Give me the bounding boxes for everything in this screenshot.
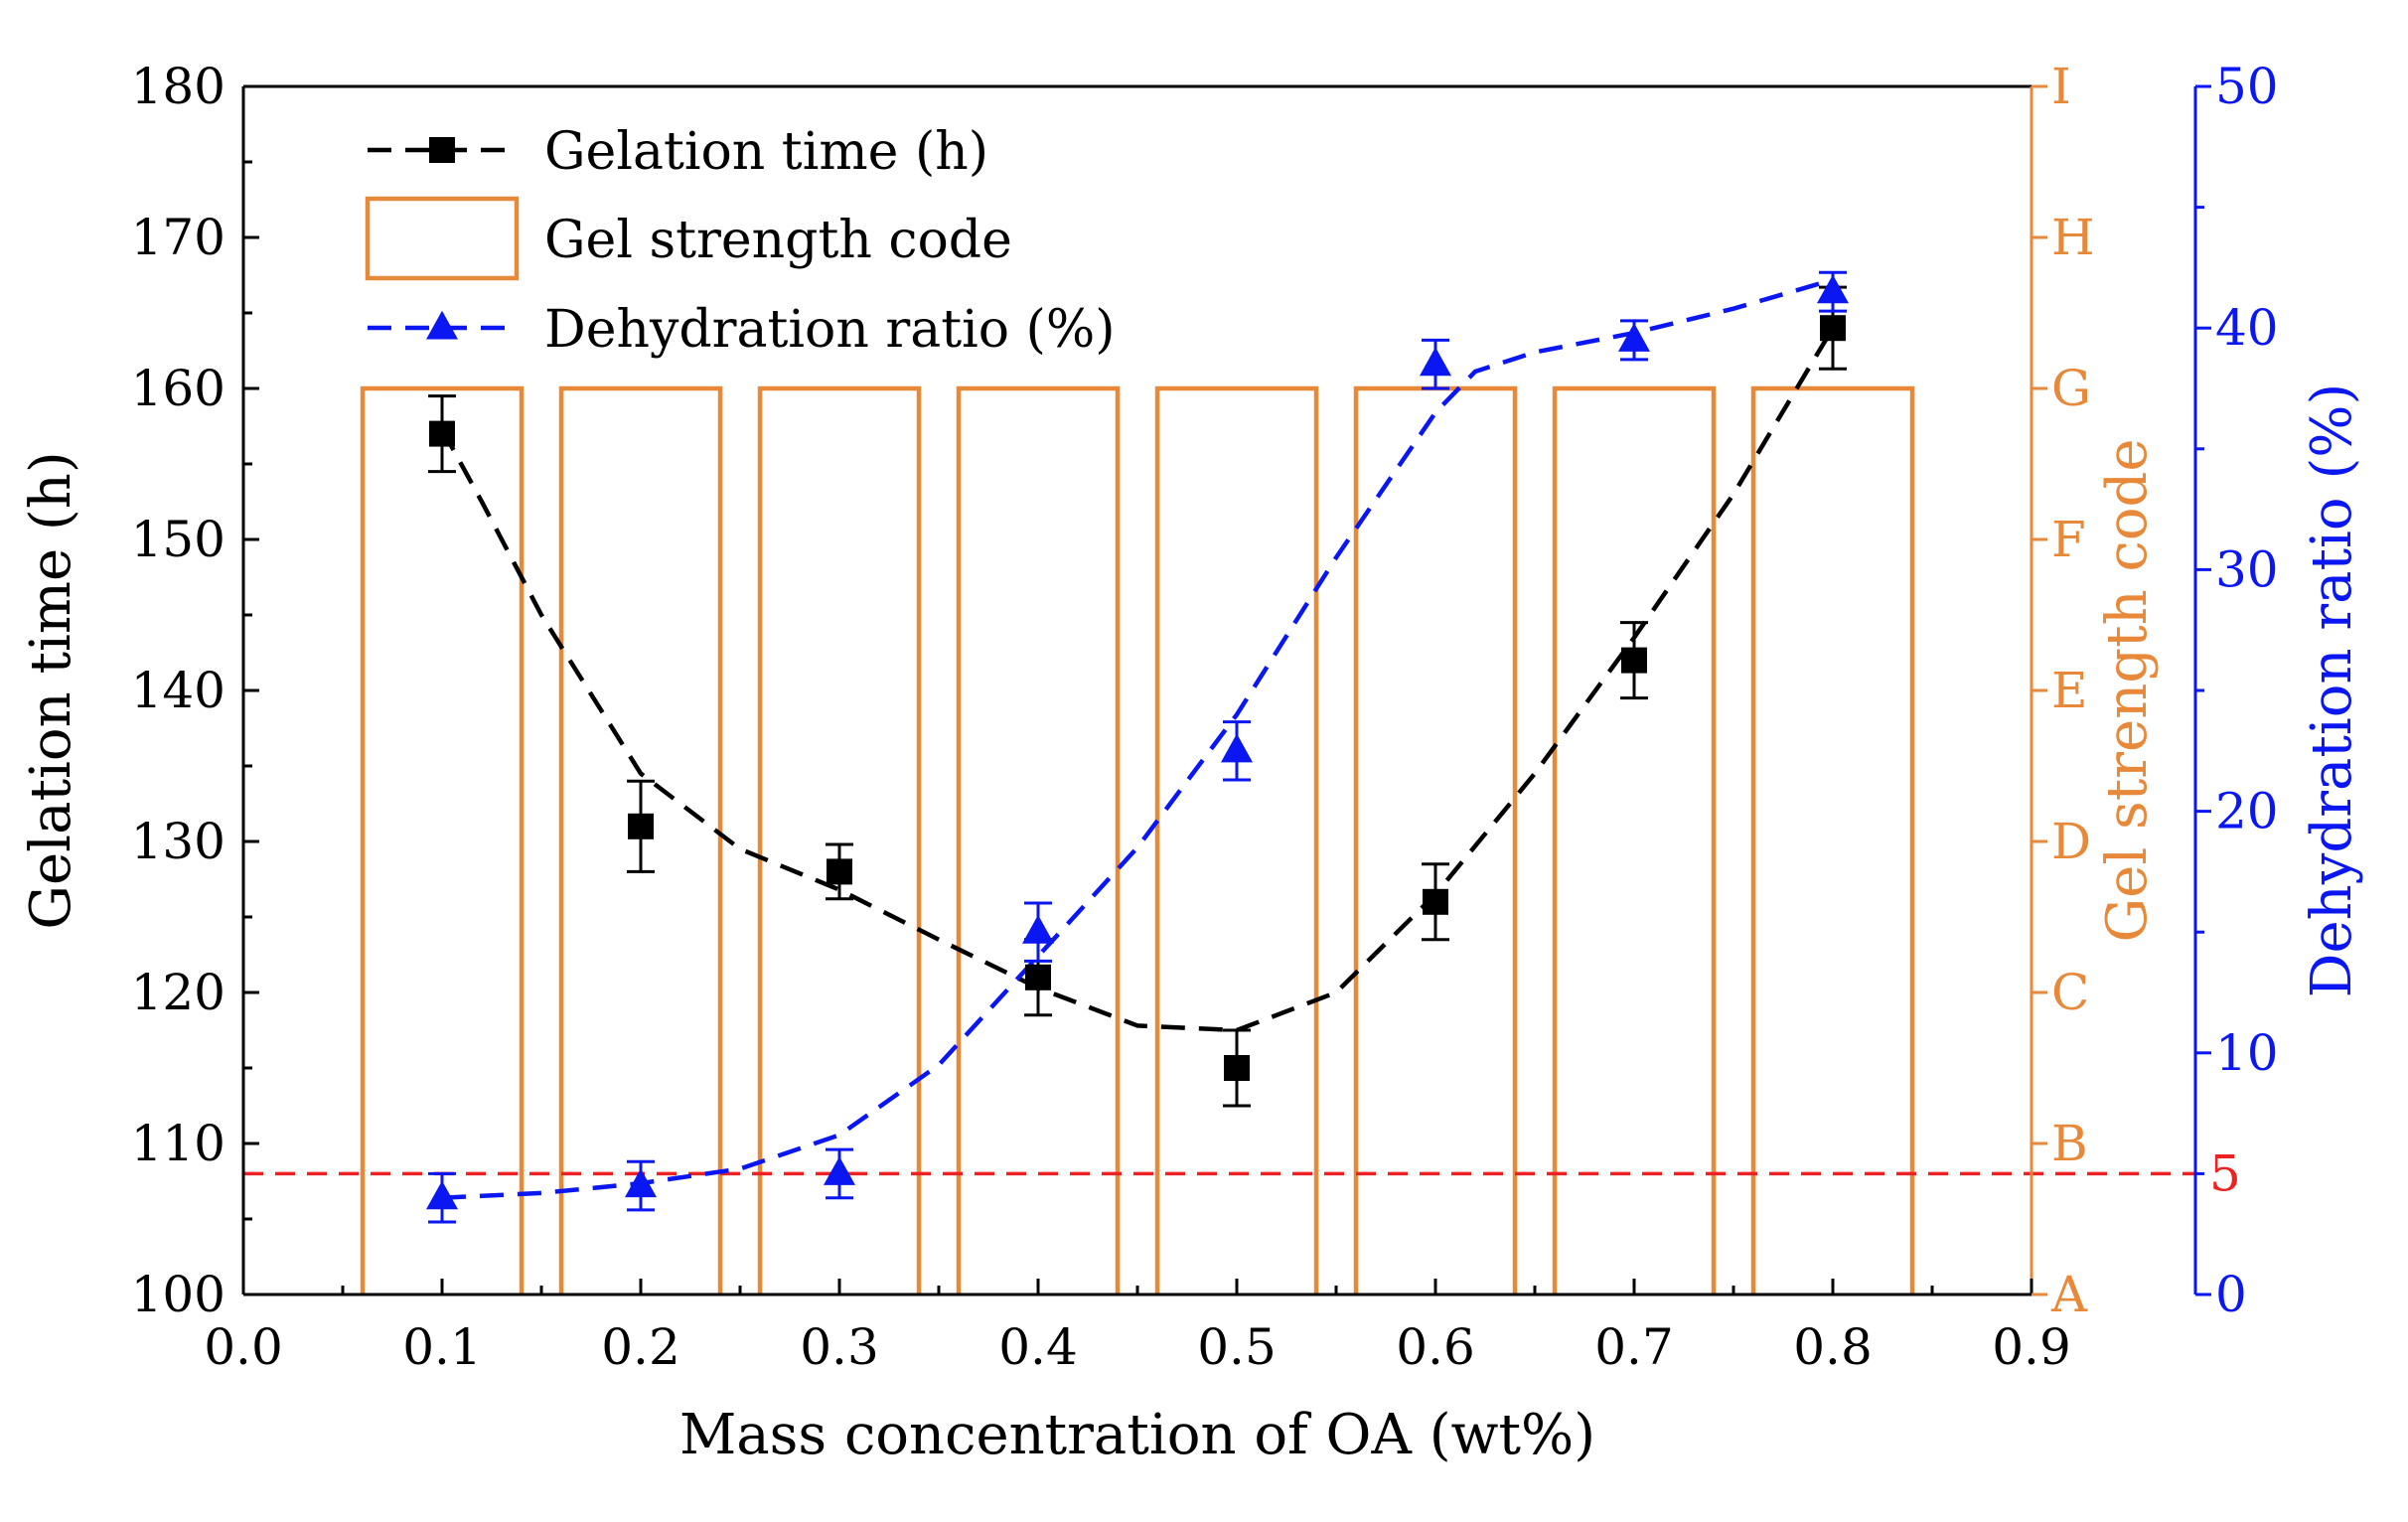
legend-gel-strength-swatch — [365, 196, 520, 281]
left-y-tick-label: 160 — [131, 360, 226, 417]
gel-strength-bar — [1750, 385, 1915, 1294]
dehydration-tick-label: 30 — [2215, 540, 2279, 598]
legend-layer: Gelation time (h) Gel strength code Dehydr… — [365, 122, 1116, 360]
dehydration-trend-line — [441, 277, 1834, 1200]
threshold-layer: 5 — [243, 1144, 2241, 1202]
gelation-time-trend-line — [440, 327, 1835, 1033]
x-tick-label: 0.7 — [1594, 1318, 1674, 1376]
markers-layer — [426, 274, 1849, 1210]
gelation-time-point — [1621, 647, 1647, 674]
x-axis-title: Mass concentration of OA (wt%) — [679, 1403, 1595, 1467]
code-tick-label: C — [2051, 964, 2089, 1021]
gel-strength-bars-layer — [360, 385, 1915, 1294]
code-tick-label: G — [2051, 360, 2091, 417]
x-tick-label: 0.9 — [1992, 1318, 2071, 1376]
gel-strength-bar — [1353, 385, 1518, 1294]
dehydration-tick-label: 0 — [2215, 1266, 2247, 1323]
dehydration-axis-title: Dehydration ratio (%) — [2300, 383, 2364, 998]
x-tick-label: 0.5 — [1197, 1318, 1277, 1376]
left-y-tick-label: 170 — [131, 209, 226, 266]
gel-strength-bar — [956, 385, 1121, 1294]
code-tick-label: I — [2051, 58, 2071, 115]
dehydration-point — [1817, 274, 1849, 304]
gel-strength-bar — [360, 385, 525, 1294]
legend-gelation-label: Gelation time (h) — [544, 122, 988, 182]
x-tick-label: 0.4 — [998, 1318, 1078, 1376]
gelation-time-point — [827, 858, 852, 885]
dehydration-tick-label: 40 — [2215, 299, 2279, 357]
left-y-tick-label: 110 — [131, 1115, 226, 1172]
gelation-time-point — [1820, 315, 1846, 342]
dehydration-point — [426, 1180, 458, 1210]
legend-dehydration-marker — [426, 310, 458, 340]
x-tick-label: 0.3 — [800, 1318, 879, 1376]
gel-strength-bar — [1552, 385, 1717, 1294]
x-tick-label: 0.6 — [1396, 1318, 1475, 1376]
dehydration-tick-label: 20 — [2215, 783, 2279, 840]
dehydration-point — [1022, 914, 1054, 944]
code-tick-label: F — [2051, 511, 2086, 568]
gelation-time-point — [1025, 964, 1051, 990]
code-tick-label: A — [2050, 1266, 2088, 1323]
code-tick-label: B — [2051, 1115, 2088, 1172]
gel-strength-bar — [558, 385, 723, 1294]
left-y-tick-label: 100 — [131, 1266, 226, 1323]
dehydration-point — [1618, 323, 1650, 352]
code-tick-label: D — [2051, 813, 2091, 870]
left-y-tick-label: 180 — [131, 58, 226, 115]
left-y-axis-title: Gelation time (h) — [19, 451, 83, 929]
legend-gelation-marker — [429, 137, 455, 163]
x-tick-label: 0.1 — [402, 1318, 482, 1376]
x-tick-label: 0.2 — [601, 1318, 680, 1376]
gelation-time-point — [1224, 1055, 1250, 1081]
dehydration-point — [1221, 733, 1253, 763]
x-tick-label: 0.0 — [204, 1318, 283, 1376]
left-y-tick-label: 150 — [131, 511, 226, 568]
gelation-time-point — [628, 813, 654, 839]
gelation-time-point — [429, 420, 455, 447]
legend-gel-strength-label: Gel strength code — [544, 211, 1012, 270]
dehydration-point — [625, 1168, 657, 1198]
code-tick-label: E — [2051, 662, 2088, 719]
code-tick-label: H — [2051, 209, 2095, 266]
gelation-time-point — [1423, 888, 1448, 915]
axes-layer: 0.0 0.1 0.2 0.3 0.4 0.5 0.6 0.7 0.8 0.9 Mass conce… — [19, 58, 2364, 1467]
left-y-tick-label: 120 — [131, 964, 226, 1021]
dehydration-point — [824, 1156, 855, 1185]
left-y-tick-label: 140 — [131, 662, 226, 719]
left-y-tick-label: 130 — [131, 813, 226, 870]
dehydration-tick-label: 10 — [2215, 1024, 2279, 1082]
x-tick-label: 0.8 — [1793, 1318, 1873, 1376]
code-axis-title: Gel strength code — [2095, 438, 2160, 942]
trend-lines-layer — [440, 277, 1835, 1200]
error-bars-layer — [428, 270, 1847, 1224]
gel-strength-bar — [757, 385, 922, 1294]
dehydration-point — [1420, 347, 1451, 377]
dehydration-tick-label: 50 — [2215, 58, 2279, 115]
legend-dehydration-label: Dehydration ratio (%) — [544, 300, 1116, 360]
gel-strength-bar — [1154, 385, 1319, 1294]
threshold-label: 5 — [2209, 1144, 2241, 1202]
